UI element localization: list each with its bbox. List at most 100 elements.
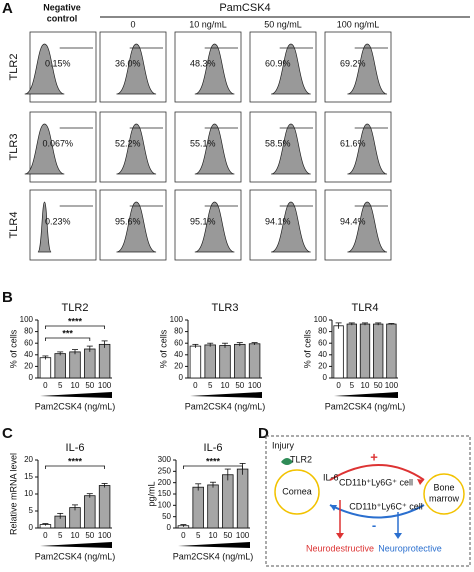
gate-percent: 61.6% xyxy=(340,138,366,148)
row-label: TLR3 xyxy=(8,134,20,161)
y-axis-label: % of cells xyxy=(158,329,168,368)
dose-wedge xyxy=(40,542,112,548)
diagram-label: Neurodestructive xyxy=(306,543,374,553)
column-label: 100 ng/mL xyxy=(337,19,380,29)
x-tick-label: 5 xyxy=(350,381,355,390)
histogram-peak xyxy=(24,43,65,95)
diagram-frame xyxy=(265,435,471,567)
bar xyxy=(359,323,371,379)
bar xyxy=(84,348,96,379)
gate-percent: 48.3% xyxy=(190,58,216,68)
arrow-head xyxy=(336,533,344,539)
bar xyxy=(69,507,81,529)
histogram-peak xyxy=(347,123,388,175)
x-tick-label: 0 xyxy=(43,531,48,540)
y-tick-label: 300 xyxy=(158,455,172,464)
bar xyxy=(346,323,357,379)
panel-label: D xyxy=(258,425,269,442)
x-tick-label: 10 xyxy=(209,531,218,540)
y-tick-label: 100 xyxy=(170,315,184,324)
y-tick-label: 150 xyxy=(158,489,172,498)
significance-bracket xyxy=(45,465,105,469)
bar xyxy=(234,343,246,379)
y-tick-label: 5 xyxy=(29,506,34,515)
histogram-peak xyxy=(116,201,157,253)
x-tick-label: 100 xyxy=(98,531,112,540)
bar xyxy=(189,345,202,379)
histogram-peak xyxy=(271,43,311,95)
histogram-peak xyxy=(271,123,311,175)
bar xyxy=(236,468,249,529)
y-tick-label: 0 xyxy=(29,373,34,382)
bar xyxy=(219,345,231,379)
y-tick-label: 20 xyxy=(24,455,33,464)
y-axis-label: Relative mRNA level xyxy=(8,453,18,535)
gate-percent: 94.4% xyxy=(340,216,366,226)
bar xyxy=(373,323,384,379)
histogram-peak xyxy=(116,123,157,175)
y-tick-label: 100 xyxy=(314,315,328,324)
row-label: TLR4 xyxy=(8,212,20,239)
diagram-label: CD11b⁺Ly6G⁺ cell xyxy=(339,477,413,487)
gate-percent: 36.0% xyxy=(115,58,141,68)
column-label: Negative xyxy=(43,2,81,12)
column-label: 10 ng/mL xyxy=(189,19,227,29)
y-tick-label: 40 xyxy=(318,350,327,359)
y-axis-label: % of cells xyxy=(302,329,312,368)
y-tick-label: 0 xyxy=(29,523,34,532)
histogram-peak xyxy=(194,201,235,253)
diagram-label: Injury xyxy=(272,440,295,450)
x-tick-label: 50 xyxy=(223,531,232,540)
dose-wedge xyxy=(190,392,262,398)
x-tick-label: 50 xyxy=(85,531,94,540)
gate-percent: 0.23% xyxy=(45,216,71,226)
histogram-peak xyxy=(347,43,388,95)
cornea-circle xyxy=(274,469,320,515)
dose-wedge xyxy=(40,392,112,398)
x-axis-label: Pam2CSK4 (ng/mL) xyxy=(35,401,116,411)
y-tick-label: 80 xyxy=(174,327,183,336)
arrow-red xyxy=(329,464,425,481)
significance-bracket xyxy=(45,325,105,329)
y-tick-label: 0 xyxy=(323,373,328,382)
arrow-head xyxy=(417,479,424,485)
y-tick-label: 20 xyxy=(24,362,33,371)
y-tick-label: 60 xyxy=(24,338,33,347)
diagram-label: IL-6 xyxy=(323,472,339,482)
histogram-peak xyxy=(116,43,157,95)
bar xyxy=(204,344,216,379)
histogram-peak xyxy=(37,201,52,253)
gate-percent: 95.1% xyxy=(190,216,216,226)
y-tick-label: 100 xyxy=(20,315,34,324)
significance-bracket xyxy=(183,465,243,469)
arrow-head xyxy=(394,533,402,539)
significance-label: **** xyxy=(206,456,221,466)
x-tick-label: 100 xyxy=(236,531,250,540)
y-tick-label: 20 xyxy=(318,362,327,371)
histogram-peak xyxy=(24,123,65,175)
diagram-label: TLR2 xyxy=(290,454,312,464)
gate-percent: 69.2% xyxy=(340,58,366,68)
column-label: 50 ng/mL xyxy=(264,19,302,29)
column-label: control xyxy=(47,13,78,23)
gate-percent: 94.1% xyxy=(265,216,291,226)
x-axis-label: Pam2CSK4 (ng/mL) xyxy=(185,401,266,411)
diagram-label: Neuroprotective xyxy=(378,543,442,553)
gate-percent: 55.1% xyxy=(190,138,216,148)
x-axis-label: Pam2CSK4 (ng/mL) xyxy=(325,401,406,411)
y-tick-label: 20 xyxy=(174,362,183,371)
bar xyxy=(386,323,397,379)
y-tick-label: 200 xyxy=(158,478,172,487)
histogram-peak xyxy=(194,123,235,175)
x-tick-label: 100 xyxy=(385,381,399,390)
y-tick-label: 15 xyxy=(24,472,33,481)
histogram-peak xyxy=(347,201,388,253)
diagram-label: Cornea xyxy=(282,486,312,496)
y-tick-label: 250 xyxy=(158,466,172,475)
y-tick-label: 60 xyxy=(318,338,327,347)
bar xyxy=(207,484,219,529)
bar xyxy=(222,474,234,529)
y-axis-label: pg/mL xyxy=(146,481,156,506)
